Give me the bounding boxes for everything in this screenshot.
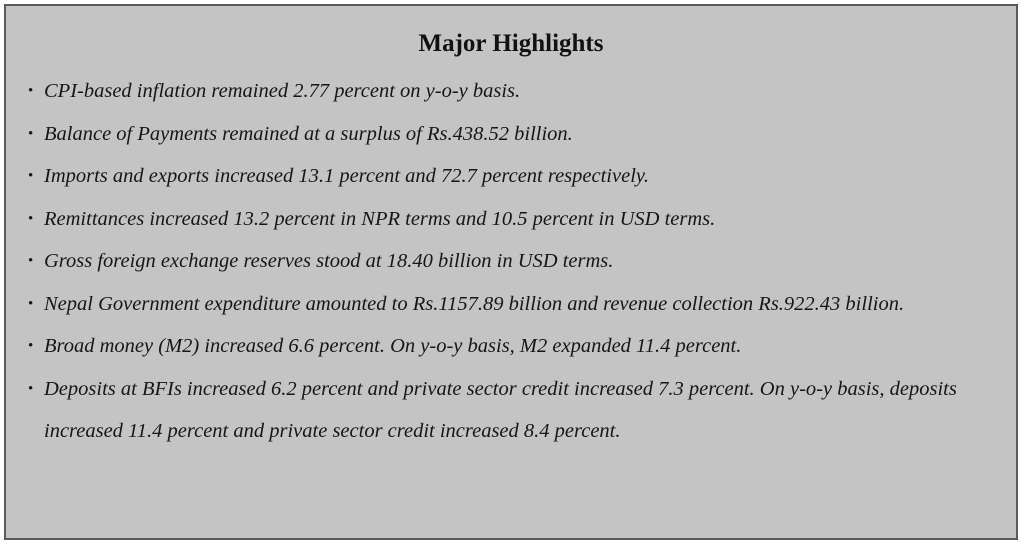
- highlight-item: • Nepal Government expenditure amounted t…: [28, 283, 988, 326]
- box-title: Major Highlights: [418, 30, 604, 57]
- highlight-text: CPI-based inflation remained 2.77 percen…: [44, 80, 521, 102]
- highlight-item: • Broad money (M2) increased 6.6 percent.…: [28, 325, 988, 368]
- highlight-item: • Deposits at BFIs increased 6.2 percent …: [28, 368, 988, 453]
- highlight-text: Balance of Payments remained at a surplu…: [44, 122, 573, 145]
- bullet-icon: •: [28, 295, 34, 312]
- highlight-text: Remittances increased 13.2 percent in NP…: [44, 207, 716, 230]
- highlight-text: Nepal Government expenditure amounted to…: [44, 292, 905, 315]
- highlight-text: Broad money (M2) increased 6.6 percent. …: [44, 335, 742, 357]
- bullet-icon: •: [28, 83, 34, 99]
- highlight-item: • Balance of Payments remained at a surpl…: [28, 113, 988, 156]
- bullet-icon: •: [28, 338, 34, 354]
- bullet-icon: •: [28, 253, 34, 269]
- highlight-item: • Imports and exports increased 13.1 perc…: [28, 155, 988, 198]
- bullet-icon: •: [28, 210, 34, 227]
- highlight-item: • CPI-based inflation remained 2.77 perce…: [28, 70, 988, 113]
- highlights-box: Major Highlights • CPI-based inflation re…: [4, 4, 1018, 540]
- highlight-text: Gross foreign exchange reserves stood at…: [44, 250, 614, 272]
- highlight-item: • Remittances increased 13.2 percent in N…: [28, 198, 988, 241]
- highlight-text: Imports and exports increased 13.1 perce…: [44, 165, 649, 187]
- highlight-item: • Gross foreign exchange reserves stood a…: [28, 240, 988, 283]
- bullet-icon: •: [28, 380, 34, 397]
- bullet-icon: •: [28, 168, 34, 184]
- bullet-icon: •: [28, 125, 34, 142]
- highlight-text: Deposits at BFIs increased 6.2 percent a…: [44, 377, 957, 443]
- highlights-list: • CPI-based inflation remained 2.77 perce…: [28, 70, 988, 453]
